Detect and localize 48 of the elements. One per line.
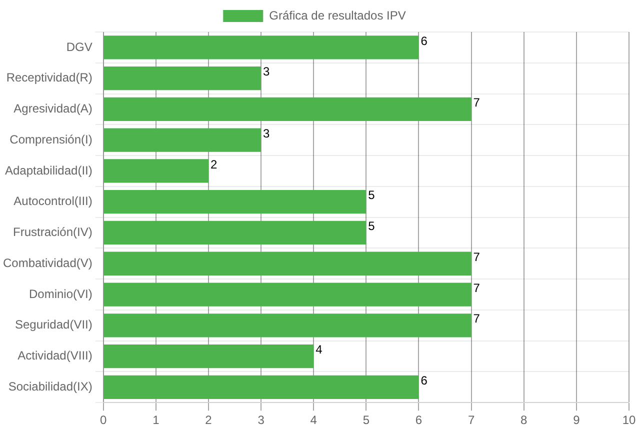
data-label: 7	[473, 250, 480, 264]
y-tick-label: Receptividad(R)	[6, 70, 92, 85]
x-tick-label: 1	[152, 413, 160, 428]
x-tick-label: 9	[573, 413, 580, 428]
x-tick-label: 3	[258, 413, 265, 428]
y-tick-label: Dominio(VI)	[29, 286, 92, 301]
bar	[104, 66, 262, 90]
y-tick-label: Agresividad(A)	[14, 102, 92, 116]
y-tick-label: DGV	[66, 40, 92, 54]
bar	[104, 190, 366, 214]
data-label: 2	[210, 157, 218, 172]
y-tick-label: Comprensión(I)	[10, 132, 92, 146]
bar	[104, 282, 472, 306]
bar	[104, 159, 208, 183]
legend-label: Gráfica de resultados IPV	[269, 8, 406, 22]
data-label: 5	[368, 188, 376, 202]
data-label: 3	[263, 64, 270, 79]
x-tick-label: 2	[205, 413, 212, 428]
y-tick-label: Combatividad(V)	[2, 256, 92, 270]
bar	[104, 97, 472, 122]
bar	[104, 36, 419, 60]
data-label: 7	[473, 312, 480, 326]
data-label: 4	[316, 342, 323, 357]
data-label: 5	[368, 219, 376, 234]
x-tick-label: 4	[310, 413, 318, 428]
x-tick-label: 10	[622, 413, 636, 428]
data-label: 6	[420, 373, 428, 388]
y-tick-label: Frustración(IV)	[13, 225, 92, 240]
bar	[104, 314, 472, 338]
x-tick-label: 8	[520, 413, 528, 428]
x-tick-label: 5	[362, 413, 370, 428]
y-tick-label: Adaptabilidad(II)	[4, 163, 92, 178]
data-label: 3	[263, 126, 270, 140]
bar	[104, 252, 472, 276]
data-label: 7	[473, 280, 480, 295]
y-tick-label: Sociabilidad(IX)	[8, 379, 92, 394]
x-tick-label: 7	[468, 413, 475, 428]
y-tick-label: Seguridad(VII)	[14, 318, 92, 332]
bar	[104, 220, 366, 245]
x-tick-label: 0	[100, 413, 108, 428]
data-label: 6	[420, 34, 428, 48]
y-tick-label: Autocontrol(III)	[14, 194, 92, 208]
bar	[104, 375, 419, 399]
data-label: 7	[473, 96, 480, 110]
bar	[104, 344, 314, 368]
y-tick-label: Actividad(VIII)	[18, 348, 92, 363]
bar	[104, 128, 262, 152]
x-tick-label: 6	[415, 413, 422, 428]
